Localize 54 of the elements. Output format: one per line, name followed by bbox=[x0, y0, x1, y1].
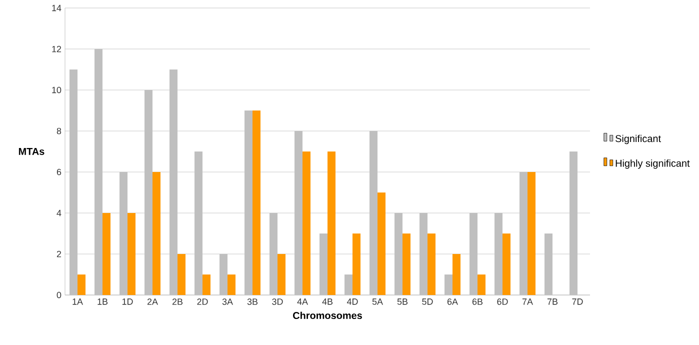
x-tick-label: 7A bbox=[522, 298, 533, 305]
bar bbox=[352, 234, 361, 295]
bar bbox=[344, 274, 353, 295]
x-tick-label: 2D bbox=[197, 298, 208, 305]
x-tick-label: 5B bbox=[397, 298, 408, 305]
x-tick-label: 1B bbox=[98, 298, 108, 305]
x-tick-label: 7B bbox=[547, 298, 558, 305]
legend-label: Highly significant bbox=[616, 159, 690, 169]
bar bbox=[102, 213, 110, 295]
x-axis-title: Chromosomes bbox=[293, 312, 362, 320]
x-tick-label: 2A bbox=[147, 298, 158, 305]
bar bbox=[378, 192, 386, 295]
y-tick-label: 6 bbox=[56, 168, 62, 176]
bar bbox=[402, 234, 411, 295]
bar bbox=[302, 152, 310, 295]
x-tick-label: 4D bbox=[346, 298, 358, 305]
bar bbox=[328, 152, 336, 295]
y-tick-label: 10 bbox=[52, 86, 62, 94]
x-tick-label: 1D bbox=[122, 298, 133, 305]
y-tick-label: 2 bbox=[56, 250, 62, 258]
y-tick-label: 12 bbox=[52, 46, 62, 52]
x-tick-label: 6A bbox=[447, 298, 458, 305]
x-tick-label: 4A bbox=[297, 298, 308, 305]
x-tick-label: 7D bbox=[572, 298, 583, 305]
x-tick-label: 1A bbox=[72, 298, 83, 305]
x-tick-label: 6D bbox=[497, 298, 508, 305]
x-tick-label: 3A bbox=[222, 298, 233, 305]
x-tick-label: 5D bbox=[422, 298, 433, 305]
y-tick-label: 8 bbox=[56, 128, 62, 134]
legend-label: Significant bbox=[616, 134, 661, 144]
bar bbox=[428, 234, 436, 295]
bar bbox=[528, 172, 536, 295]
bar bbox=[178, 254, 186, 295]
bar bbox=[78, 274, 86, 295]
y-axis-title: MTAs bbox=[18, 148, 44, 155]
y-tick-label: 4 bbox=[56, 210, 62, 216]
bar bbox=[452, 254, 461, 295]
y-tick-label: 0 bbox=[56, 292, 62, 298]
bar bbox=[278, 254, 286, 295]
x-tick-label: 5A bbox=[372, 298, 383, 305]
x-tick-label: 4B bbox=[322, 298, 333, 305]
bar bbox=[128, 213, 136, 295]
x-tick-label: 3D bbox=[272, 298, 283, 305]
x-tick-label: 2B bbox=[172, 298, 183, 305]
bar bbox=[152, 172, 160, 295]
bar bbox=[502, 234, 511, 295]
x-tick-label: 3B bbox=[247, 298, 258, 305]
bar bbox=[252, 110, 260, 295]
y-tick-label: 14 bbox=[52, 4, 62, 12]
bar bbox=[202, 274, 210, 295]
bar bbox=[478, 274, 486, 295]
bar bbox=[444, 274, 453, 295]
bar bbox=[228, 274, 236, 295]
x-tick-label: 6B bbox=[472, 298, 483, 305]
